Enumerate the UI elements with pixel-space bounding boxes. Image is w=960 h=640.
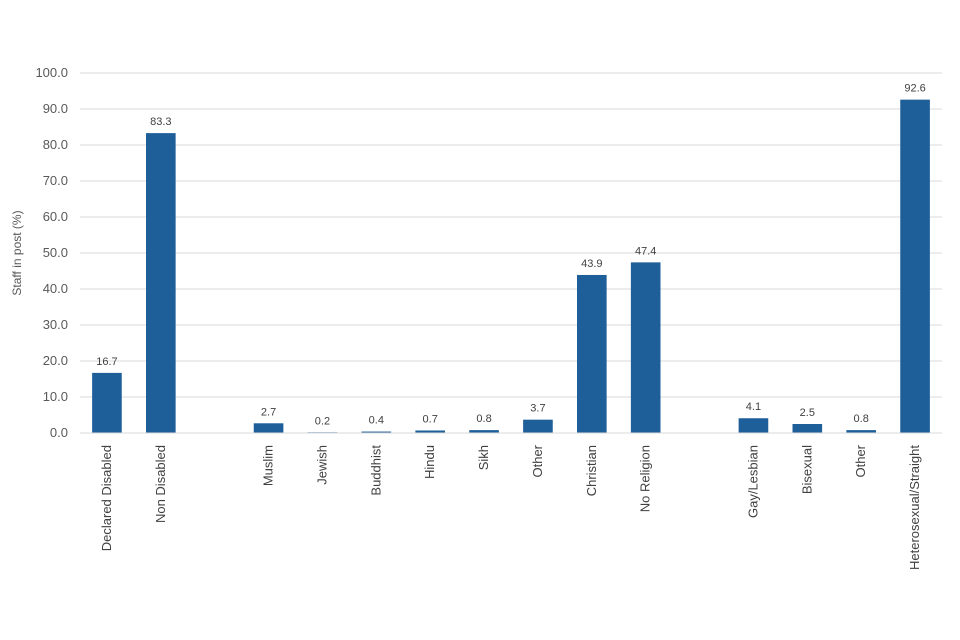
category-label: Non Disabled: [153, 445, 168, 523]
category-label: Hindu: [422, 445, 437, 479]
data-label: 0.8: [476, 413, 491, 425]
category-label: Sikh: [476, 445, 491, 470]
y-tick-label: 80.0: [43, 137, 68, 152]
data-label: 0.2: [315, 415, 330, 427]
data-label: 2.7: [261, 406, 276, 418]
bar: [846, 430, 877, 433]
y-tick-label: 50.0: [43, 245, 68, 260]
category-label: Bisexual: [799, 445, 814, 494]
bar: [576, 274, 607, 433]
category-label: Jewish: [314, 445, 329, 485]
category-label: Declared Disabled: [99, 445, 114, 551]
y-tick-label: 100.0: [35, 65, 68, 80]
y-tick-label: 40.0: [43, 281, 68, 296]
category-label: Muslim: [261, 445, 276, 486]
bar: [469, 430, 499, 433]
y-axis-ticks: 0.0 10.0 20.0 30.0 40.0 50.0 60.0 70.0 80.0 90.0 1…: [35, 65, 68, 440]
category-label: Buddhist: [368, 445, 383, 496]
category-label: Gay/Lesbian: [745, 445, 760, 518]
y-axis-title: Staff in post (%): [10, 210, 24, 295]
y-tick-label: 30.0: [43, 317, 68, 332]
bars: [92, 99, 930, 434]
y-tick-label: 90.0: [43, 101, 68, 116]
bar: [738, 418, 769, 433]
bar: [361, 431, 392, 433]
category-label: Heterosexual/Straight: [907, 445, 922, 570]
data-label: 0.7: [423, 413, 438, 425]
y-tick-label: 70.0: [43, 173, 68, 188]
data-label: 47.4: [635, 245, 656, 257]
bar: [415, 430, 446, 433]
data-label: 0.8: [854, 413, 869, 425]
bar: [92, 372, 122, 433]
bar: [523, 419, 553, 433]
y-tick-label: 10.0: [43, 389, 68, 404]
bar: [630, 262, 661, 433]
bar: [145, 133, 176, 433]
y-tick-label: 60.0: [43, 209, 68, 224]
gridlines: [80, 72, 942, 398]
bar: [253, 423, 284, 433]
data-label: 2.5: [800, 407, 815, 419]
bar: [900, 99, 930, 433]
bar: [792, 424, 823, 433]
data-labels: 16.7 83.3 2.7 0.2 0.4 0.7 0.8 3.7 43.9 47.4 4.1 2.5…: [96, 83, 926, 428]
data-label: 43.9: [581, 258, 602, 270]
data-label: 92.6: [904, 83, 925, 95]
category-labels: Declared Disabled Non Disabled Muslim Jewis…: [99, 444, 922, 570]
category-label: Other: [530, 444, 545, 477]
data-label: 4.1: [746, 401, 761, 413]
data-label: 3.7: [530, 403, 545, 415]
category-label: Other: [853, 444, 868, 477]
data-label: 16.7: [96, 356, 117, 368]
data-label: 83.3: [150, 116, 171, 128]
category-label: Christian: [584, 445, 599, 496]
data-label: 0.4: [369, 415, 384, 427]
category-label: No Religion: [638, 445, 653, 512]
y-tick-label: 20.0: [43, 353, 68, 368]
y-tick-label: 0.0: [50, 425, 68, 440]
